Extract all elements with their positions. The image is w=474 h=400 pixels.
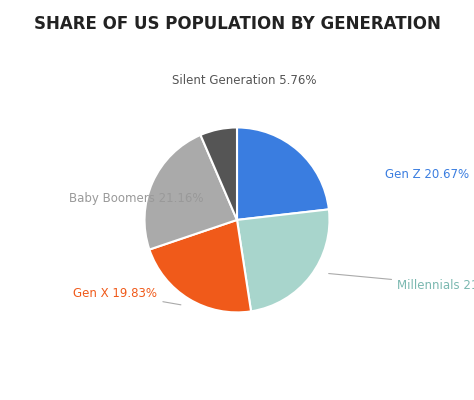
Text: Silent Generation 5.76%: Silent Generation 5.76% (172, 74, 316, 86)
Wedge shape (237, 128, 329, 220)
Text: Baby Boomers 21.16%: Baby Boomers 21.16% (69, 192, 203, 205)
Wedge shape (145, 135, 237, 250)
Wedge shape (149, 220, 251, 312)
Wedge shape (201, 128, 237, 220)
Wedge shape (237, 209, 329, 311)
Text: Gen Z 20.67%: Gen Z 20.67% (385, 168, 469, 181)
Title: SHARE OF US POPULATION BY GENERATION: SHARE OF US POPULATION BY GENERATION (34, 14, 440, 32)
Text: Millennials 21.75%: Millennials 21.75% (328, 274, 474, 292)
Text: Gen X 19.83%: Gen X 19.83% (73, 287, 181, 305)
